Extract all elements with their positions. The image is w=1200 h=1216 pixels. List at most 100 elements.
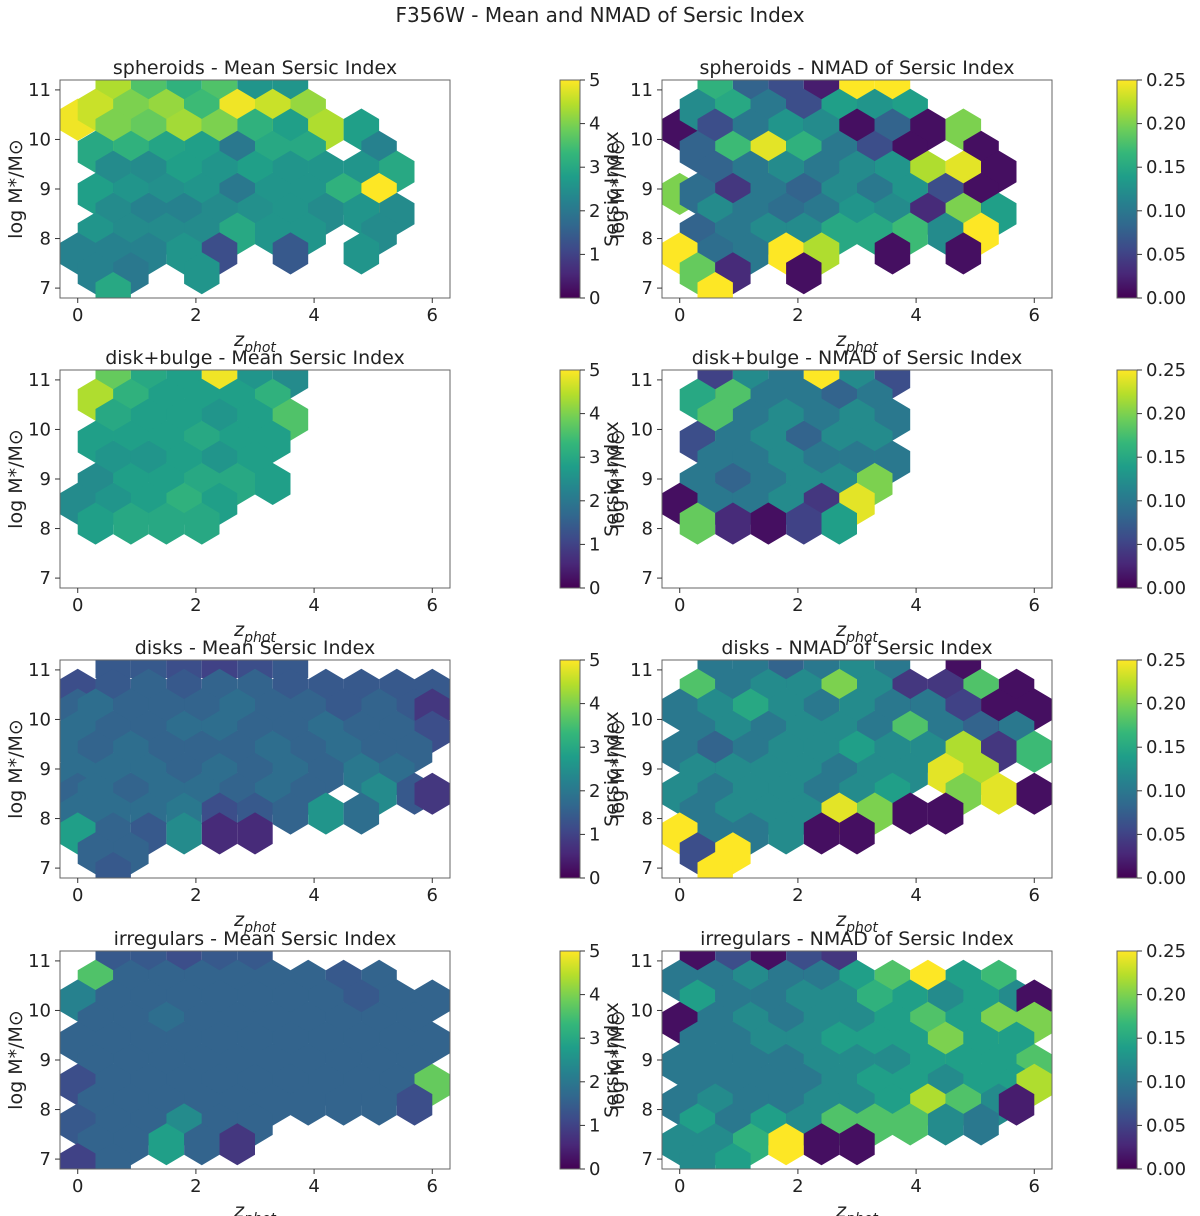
colorbar-tick-label: 0.15 [1146,1028,1186,1049]
y-tick-label: 9 [40,179,51,200]
y-axis-label: log M*/M⊙ [5,429,27,529]
y-tick-label: 7 [642,1149,653,1170]
hexbin-cell [768,1123,804,1166]
colorbar-tick-label: 0.20 [1146,404,1186,425]
y-tick-label: 7 [40,278,51,299]
hexbin-cell [786,252,822,295]
x-axis-label-main: z [233,619,245,641]
y-tick-label: 11 [630,80,653,101]
y-tick-label: 10 [630,1000,653,1021]
subplot-title: disks - Mean Sersic Index [135,637,375,659]
x-axis-label-sub: phot [243,920,276,936]
colorbar [1116,950,1138,1170]
y-tick-label: 11 [630,660,653,681]
x-tick-label: 6 [427,885,438,906]
x-tick-label: 2 [190,305,201,326]
colorbar-tick-label: 5 [589,70,600,91]
colorbar-tick-label: 1 [589,534,600,555]
y-tick-label: 9 [40,759,51,780]
x-axis-label-sub: phot [845,630,878,646]
colorbar-tick-label: 2 [589,491,600,512]
y-tick-label: 7 [40,568,51,589]
x-axis-label-main: z [233,329,245,351]
hexbin-cell [803,1123,840,1166]
subplot-4: disk+bulge - NMAD of Sersic Index 0 2 4 6 7 8 9… [607,347,1200,646]
colorbar-tick-label: 0.25 [1146,360,1186,381]
colorbar-tick-label: 5 [589,941,600,962]
x-tick-label: 6 [427,595,438,616]
y-tick-label: 10 [28,1000,51,1021]
x-tick-label: 2 [792,1176,803,1197]
subplot-title: disk+bulge - NMAD of Sersic Index [692,347,1022,369]
hexbin-cell [803,812,840,855]
x-axis-label: zphot [835,329,878,356]
hexbin-cell [219,1123,255,1166]
subplot-title: spheroids - Mean Sersic Index [113,57,397,79]
hexbin-cell [166,812,202,855]
x-axis-label: zphot [233,1200,276,1216]
x-axis-label-sub: phot [243,630,276,646]
colorbar-tick-label: 5 [589,360,600,381]
hexbin-cell [927,1103,964,1146]
hexbin-cells [60,951,450,1169]
hexbin-cell [272,232,309,275]
colorbar-tick-label: 0.05 [1146,534,1186,555]
y-tick-label: 10 [630,709,653,730]
colorbar-tick-label: 0.00 [1146,868,1186,889]
y-tick-label: 7 [642,858,653,879]
subplot-title: disk+bulge - Mean Sersic Index [105,347,405,369]
hexbin-cell [77,502,114,545]
y-tick-label: 8 [642,1100,653,1121]
colorbar-label: Sersic Index [601,1002,623,1118]
hexbin-cell [998,1083,1035,1126]
hexbin-cell [290,1083,326,1126]
x-tick-label: 2 [190,595,201,616]
x-axis-label-sub: phot [243,1211,276,1216]
subplot-title: spheroids - NMAD of Sersic Index [699,57,1014,79]
hexbin-cells [662,80,1017,298]
x-tick-label: 4 [910,1176,921,1197]
y-tick-label: 8 [642,519,653,540]
colorbar-tick-label: 0.05 [1146,1115,1186,1136]
colorbar-tick-label: 0 [589,868,600,889]
hexbin-cell [750,502,787,545]
x-axis-label: zphot [233,619,276,646]
y-tick-label: 11 [630,951,653,972]
colorbar-tick-label: 0 [589,288,600,309]
x-axis-label: zphot [835,909,878,936]
y-tick-label: 10 [630,129,653,150]
colorbar-tick-label: 0.15 [1146,737,1186,758]
hexbin-cell [839,812,875,855]
y-tick-label: 8 [40,519,51,540]
colorbar [1116,369,1138,589]
hexbin-cell [1016,730,1052,773]
x-tick-label: 4 [910,595,921,616]
colorbar-tick-label: 0.10 [1146,781,1186,802]
colorbar-label: NMAD [1198,740,1200,798]
hexbin-cell [95,1143,131,1169]
hexbin-cell [715,1143,751,1169]
x-tick-label: 4 [910,885,921,906]
x-axis-label-sub: phot [243,340,276,356]
colorbar-tick-label: 0.15 [1146,157,1186,178]
colorbar-label: NMAD [1198,450,1200,508]
colorbar-tick-label: 3 [589,1028,600,1049]
y-tick-label: 7 [642,568,653,589]
subplot-6: disks - NMAD of Sersic Index 0 2 4 6 7 8 9 10 11 z… [607,637,1200,936]
y-tick-label: 7 [40,858,51,879]
hexbin-cell [308,792,344,835]
x-tick-label: 0 [72,1176,83,1197]
y-tick-label: 11 [28,370,51,391]
colorbar-tick-label: 0.25 [1146,941,1186,962]
colorbar-tick-label: 0.25 [1146,650,1186,671]
y-tick-label: 9 [642,469,653,490]
colorbar-tick-label: 0.15 [1146,447,1186,468]
hexbin-cell [839,1123,875,1166]
colorbar-tick-label: 0.00 [1146,578,1186,599]
hexbin-cell [945,232,982,275]
y-tick-label: 8 [642,229,653,250]
y-tick-label: 11 [28,951,51,972]
colorbar-tick-label: 0.05 [1146,244,1186,265]
x-axis-label-main: z [835,909,847,931]
